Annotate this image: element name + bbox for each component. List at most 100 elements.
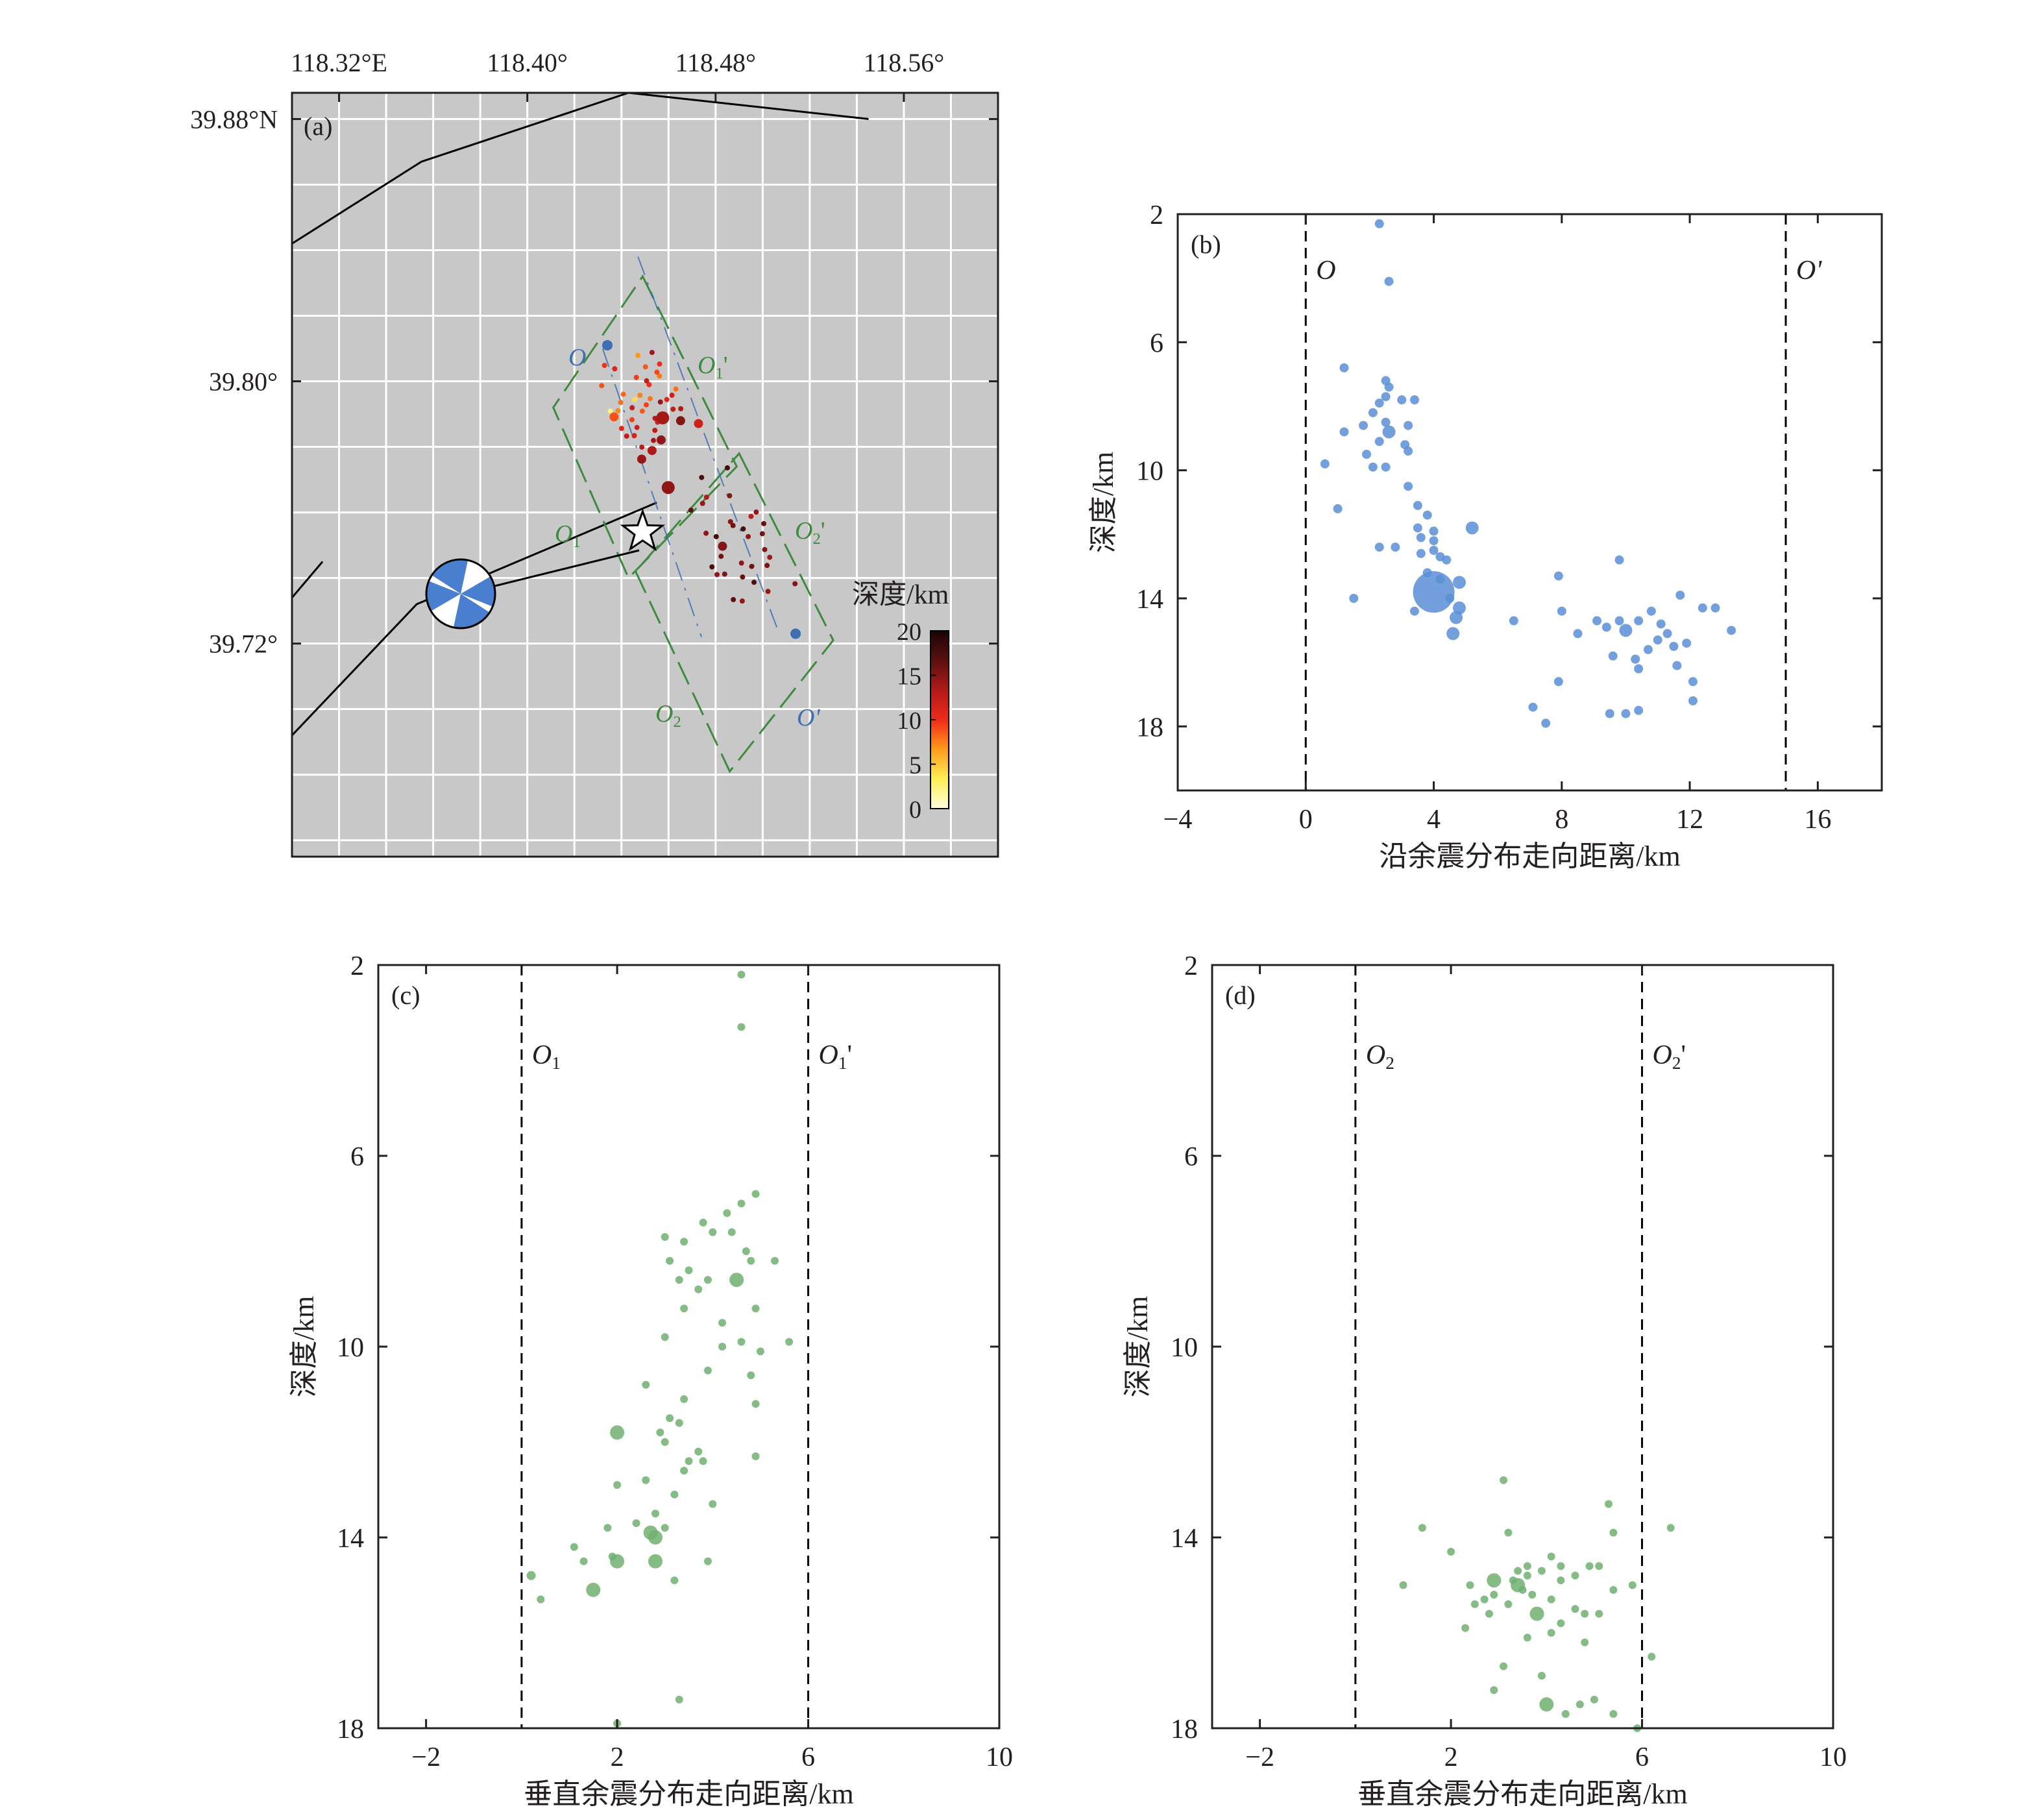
aftershock-point — [1648, 1652, 1656, 1661]
aftershock-point — [1557, 1576, 1565, 1585]
map-aftershock — [629, 417, 635, 422]
aftershock-point — [747, 1371, 755, 1380]
fault-line — [292, 502, 657, 737]
map-aftershock — [646, 382, 652, 387]
aftershock-point — [1688, 677, 1698, 687]
y-axis-label: 深度/km — [1088, 452, 1119, 553]
map-aftershock — [615, 408, 621, 413]
aftershock-point — [1523, 1571, 1531, 1580]
x-tick-label: 0 — [1299, 805, 1313, 835]
map-aftershock — [639, 445, 645, 450]
x-tick-label: 8 — [1555, 805, 1568, 835]
aftershock-point — [1656, 619, 1666, 629]
aftershock-point — [1404, 482, 1413, 491]
aftershock-point — [1541, 718, 1551, 728]
aftershock-point — [1518, 1585, 1527, 1594]
aftershock-point — [1592, 616, 1602, 626]
map-aftershock — [765, 589, 771, 594]
profile-point-o-prime — [790, 628, 801, 639]
map-aftershock — [637, 393, 643, 398]
aftershock-point — [1509, 616, 1518, 626]
map-aftershock — [718, 554, 724, 559]
beachball-compression-quadrant — [426, 559, 470, 594]
aftershock-point — [680, 1304, 688, 1313]
aftershock-point — [729, 1273, 744, 1288]
map-aftershock — [599, 383, 605, 389]
map-aftershock — [602, 363, 607, 369]
y-tick-label: 10 — [1136, 457, 1163, 487]
aftershock-point — [756, 1347, 764, 1356]
map-aftershock — [654, 369, 660, 375]
depth-colorbar: 深度/km 0 5 10 15 20 — [852, 580, 949, 824]
aftershock-point — [1504, 1528, 1513, 1537]
aftershock-point — [1399, 1581, 1407, 1589]
aftershock-point — [1528, 1591, 1537, 1599]
section-boundary-label: O1' — [819, 1040, 853, 1073]
aftershock-point — [1391, 543, 1400, 552]
aftershock-point — [1382, 425, 1396, 439]
x-tick-label: 2 — [611, 1743, 624, 1772]
x-tick-label: 10 — [986, 1743, 1013, 1772]
aftershock-point — [570, 1543, 578, 1551]
colorbar-tick-label: 0 — [909, 796, 921, 824]
aftershock-point — [1418, 1524, 1426, 1532]
map-aftershock — [749, 563, 755, 569]
map-aftershock — [657, 361, 663, 367]
colorbar-tick-label: 20 — [897, 618, 921, 646]
map-aftershock — [709, 564, 715, 570]
aftershock-point — [703, 1557, 712, 1565]
aftershock-point — [1320, 459, 1330, 469]
map-aftershock — [761, 520, 767, 526]
section-boundary-label: O2' — [1653, 1040, 1686, 1073]
aftershock-point — [1585, 1562, 1594, 1571]
beachball-compression-quadrant — [461, 571, 495, 613]
y-tick-label: 2 — [1150, 201, 1163, 230]
map-aftershock — [649, 350, 655, 356]
map-aftershock — [675, 416, 685, 426]
aftershock-point — [675, 1695, 683, 1704]
panel-label: (c) — [391, 981, 420, 1010]
aftershock-point — [1333, 504, 1343, 513]
aftershock-point — [613, 1481, 622, 1489]
map-aftershock — [607, 408, 613, 414]
colorbar-tick-label: 15 — [897, 663, 921, 691]
x-tick-label: 4 — [1427, 805, 1441, 835]
aftershock-point — [680, 1238, 688, 1246]
aftershock-point — [737, 970, 746, 979]
aftershock-point — [1697, 603, 1707, 613]
map-aftershock — [700, 500, 705, 506]
section-boundary-label: O' — [1796, 256, 1822, 286]
aftershock-point — [1523, 1633, 1531, 1642]
profile-axis-line — [602, 348, 702, 637]
fault-line — [292, 561, 324, 598]
aftershock-point — [666, 1414, 674, 1423]
focal-mechanism-beachball — [425, 549, 640, 630]
aftershock-point — [1553, 677, 1563, 687]
aftershock-point — [1381, 462, 1391, 472]
aftershock-point — [1634, 705, 1644, 715]
fault-lines — [292, 93, 869, 737]
aftershock-point — [1504, 1600, 1513, 1608]
aftershock-point — [670, 1490, 679, 1498]
label-o: O — [568, 344, 586, 371]
map-aftershock — [748, 513, 754, 519]
colorbar-tick-label: 5 — [909, 752, 921, 779]
map-aftershock — [669, 393, 675, 398]
aftershock-point — [1374, 219, 1384, 228]
aftershock-point — [1631, 654, 1640, 664]
map-aftershock — [657, 373, 663, 379]
map-aftershock — [767, 554, 773, 560]
map-lon-tick-label: 118.40° — [487, 48, 568, 77]
aftershock-point — [1605, 709, 1614, 718]
aftershock-point — [675, 1419, 683, 1427]
aftershock-point — [718, 1343, 727, 1351]
aftershock-point — [651, 1510, 659, 1518]
map-aftershock — [637, 454, 646, 464]
map-aftershock — [657, 399, 663, 405]
map-aftershock — [722, 571, 727, 577]
map-aftershock — [656, 435, 666, 445]
aftershock-point — [1590, 1695, 1598, 1704]
aftershock-point — [1609, 1709, 1618, 1718]
label-o2: O2 — [655, 700, 681, 731]
